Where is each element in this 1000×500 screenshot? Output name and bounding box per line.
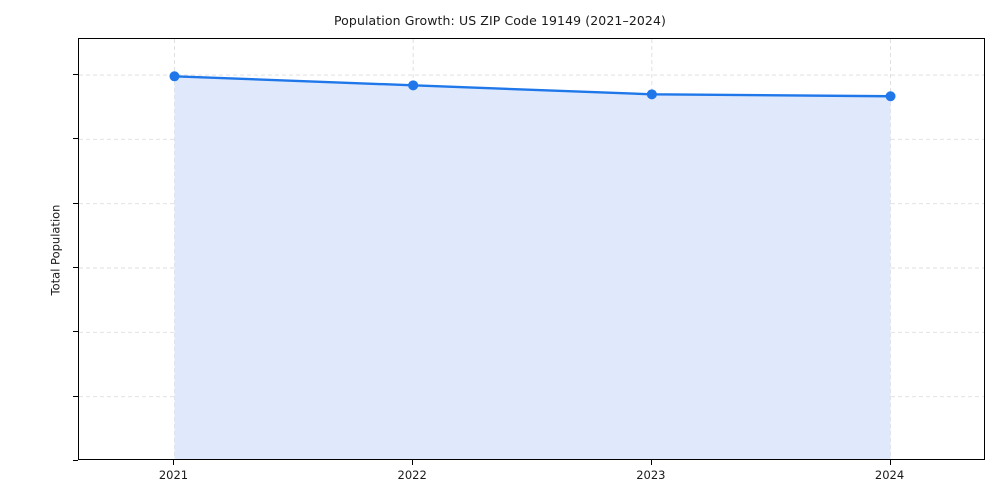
x-tick-mark xyxy=(173,460,175,465)
data-markers xyxy=(169,71,896,102)
x-tick-label: 2024 xyxy=(874,468,905,482)
y-tick-mark xyxy=(73,202,78,204)
area-fill xyxy=(174,76,891,459)
data-point xyxy=(885,91,896,102)
y-tick-mark xyxy=(73,460,78,461)
y-tick-mark xyxy=(73,331,78,333)
x-tick-label: 2023 xyxy=(636,468,666,482)
y-tick-mark xyxy=(73,138,78,140)
plot-area xyxy=(78,38,985,460)
x-tick-label: 2021 xyxy=(158,468,189,482)
plot-svg xyxy=(79,39,984,459)
data-point xyxy=(408,80,419,91)
x-tick-label: 2022 xyxy=(397,468,427,482)
y-axis-label: Total Population xyxy=(48,204,63,296)
data-point xyxy=(646,89,657,100)
y-tick-mark xyxy=(73,395,78,397)
data-line xyxy=(173,75,892,98)
x-tick-mark xyxy=(650,460,652,465)
x-tick-mark xyxy=(412,460,414,465)
x-tick-mark xyxy=(889,460,891,465)
y-tick-mark xyxy=(73,74,78,76)
y-tick-mark xyxy=(73,267,78,268)
data-point xyxy=(169,71,180,82)
chart-title: Population Growth: US ZIP Code 19149 (20… xyxy=(333,13,667,28)
